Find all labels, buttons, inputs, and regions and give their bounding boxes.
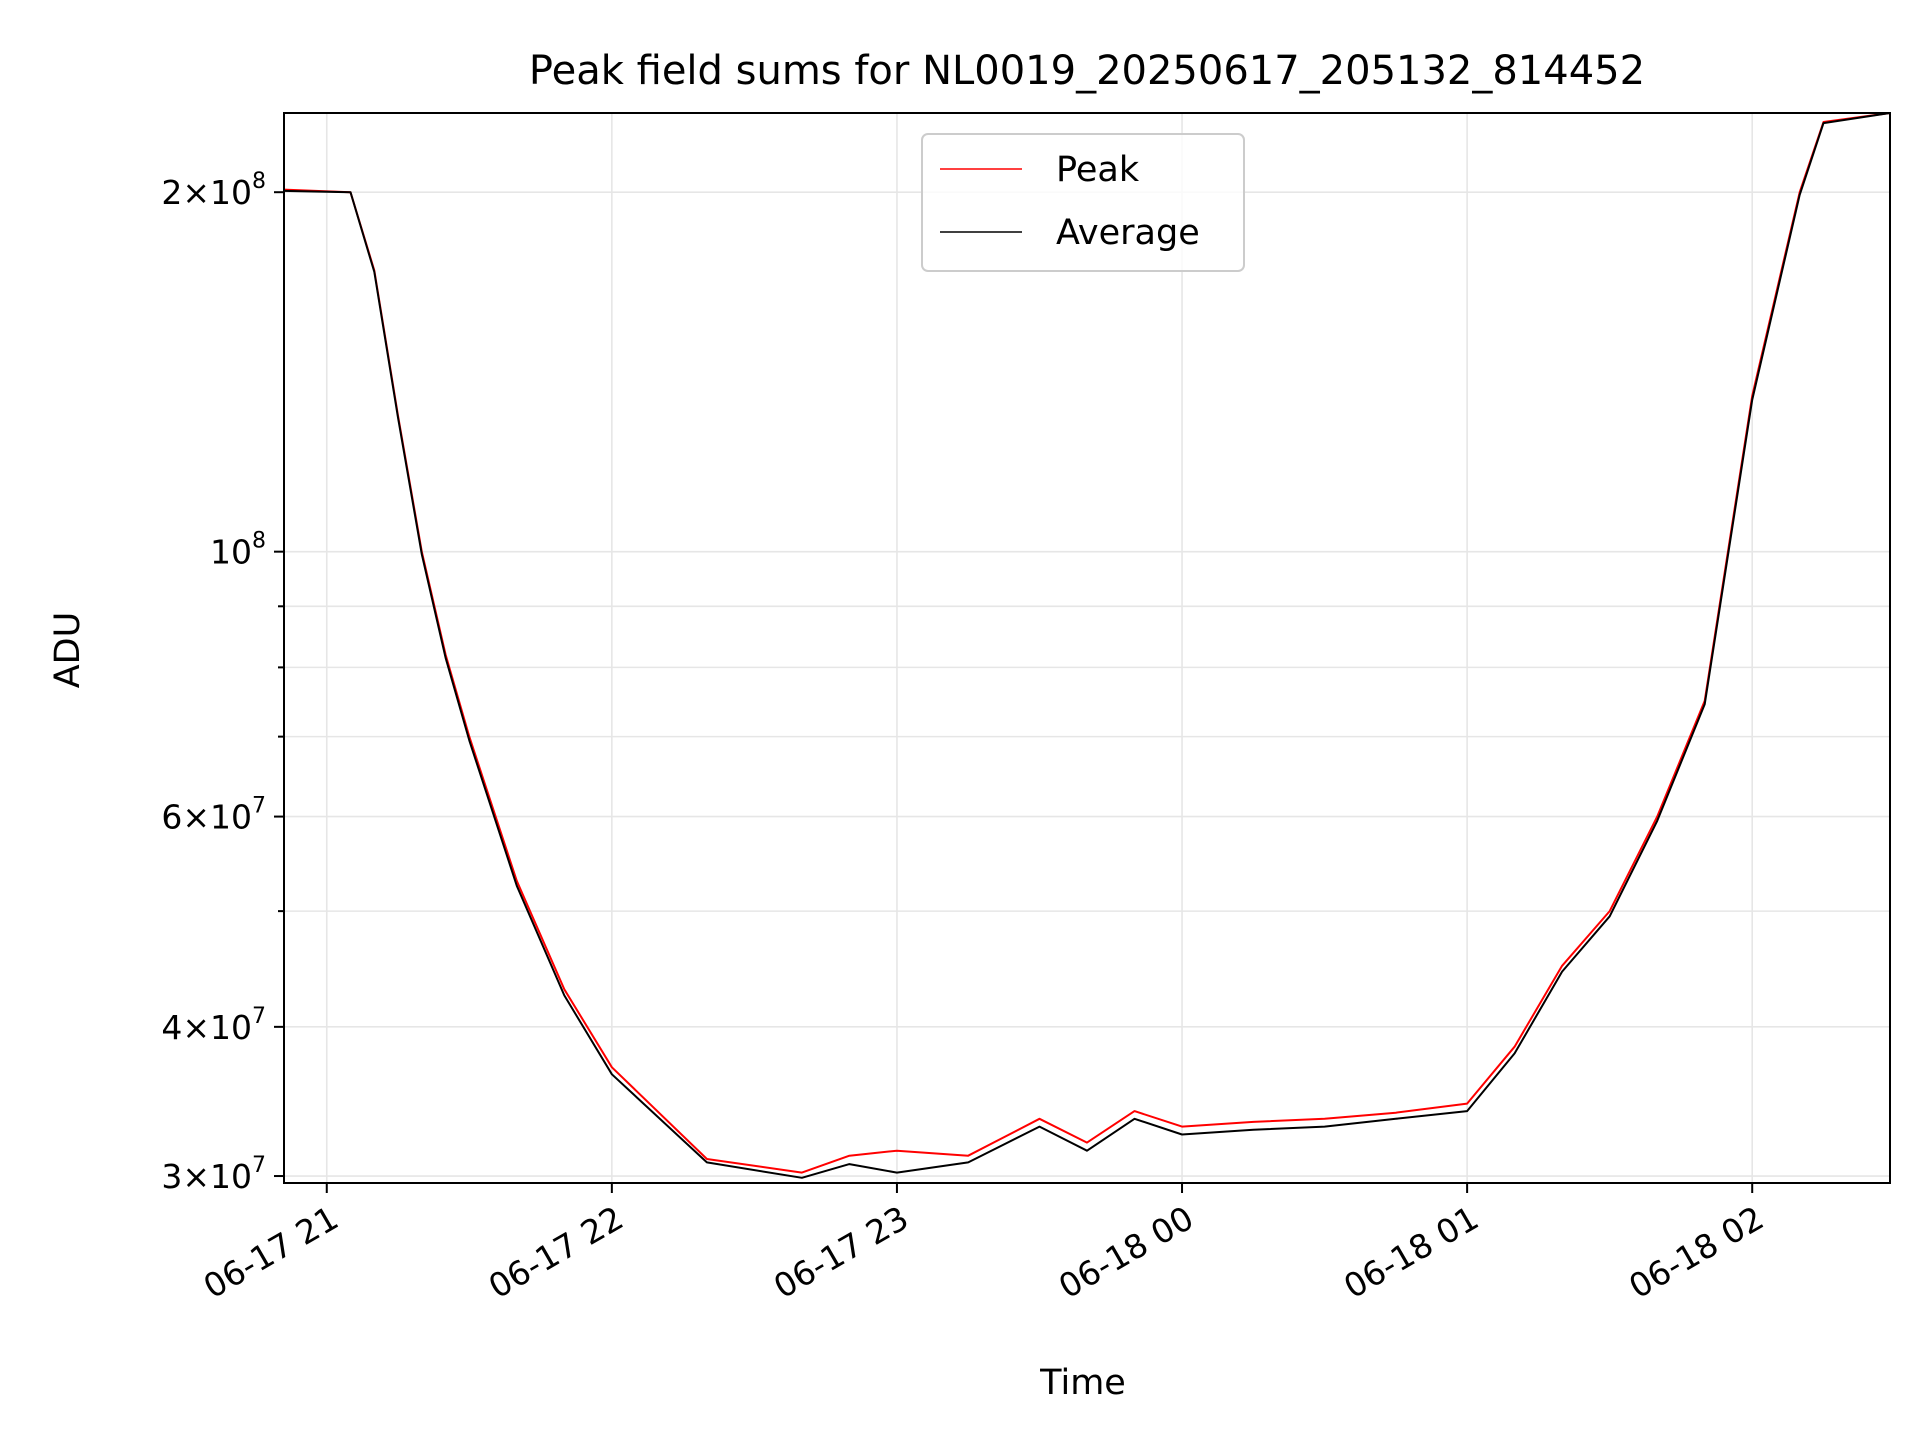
y-axis-label: ADU: [48, 612, 88, 689]
x-tick-label: 06-18 00: [1052, 1198, 1200, 1306]
x-tick-label: 06-18 02: [1622, 1198, 1770, 1306]
x-tick-label: 06-18 01: [1337, 1198, 1485, 1306]
x-tick-label: 06-17 21: [197, 1198, 345, 1306]
series-layer: [283, 112, 1891, 1179]
y-tick-label: 6×107: [161, 794, 266, 837]
x-tick-label: 06-17 23: [767, 1198, 915, 1306]
chart-title: Peak field sums for NL0019_20250617_2051…: [529, 48, 1645, 94]
x-tick-label: 06-17 22: [482, 1198, 630, 1306]
y-tick-label: 2×108: [161, 169, 266, 212]
legend-label-peak: Peak: [1056, 150, 1140, 190]
grid-layer: [284, 113, 1890, 1183]
legend: Peak Average: [921, 133, 1245, 272]
plot-frame: [283, 112, 1891, 1184]
y-tick-label: 4×107: [161, 1004, 266, 1047]
y-tick-label: 108: [210, 529, 266, 572]
series-line-average: [283, 112, 1891, 1179]
y-tick-label: 3×107: [161, 1153, 266, 1196]
ticks-layer: 06-17 21 06-17 22 06-17 23 06-18 00 06-18 01…: [161, 169, 1770, 1306]
x-axis-label: Time: [1039, 1363, 1126, 1403]
legend-label-average: Average: [1056, 213, 1200, 253]
